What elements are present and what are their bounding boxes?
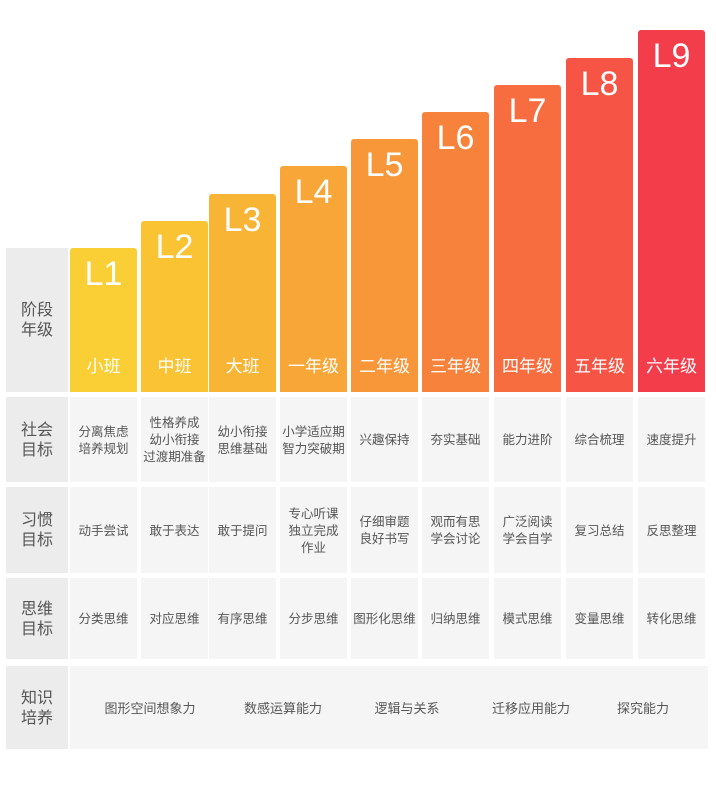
habit-goal-cell: 专心听课 独立完成 作业	[280, 487, 347, 573]
habit-goal-cell: 复习总结	[566, 487, 633, 573]
habit-goal-cell: 敢于表达	[141, 487, 208, 573]
knowledge-item: 逻辑与关系	[374, 702, 440, 717]
row-header-habit-goal: 习惯 目标	[6, 487, 68, 573]
habit-goal-cell: 广泛阅读 学会自学	[494, 487, 561, 573]
thinking-goal-cell: 转化思维	[638, 578, 705, 659]
level-bar-l9: L9 六年级	[638, 30, 705, 392]
thinking-goal-cell: 变量思维	[566, 578, 633, 659]
knowledge-row-background	[70, 666, 708, 749]
habit-goal-cell: 仔细审题 良好书写	[351, 487, 418, 573]
knowledge-item: 数感运算能力	[243, 702, 323, 717]
grade-label: 六年级	[646, 357, 697, 377]
habit-goal-cell: 反思整理	[638, 487, 705, 573]
knowledge-item: 图形空间想象力	[104, 702, 196, 717]
level-label: L7	[508, 92, 547, 130]
level-label: L1	[84, 255, 123, 293]
level-bar-l6: L6 三年级	[422, 112, 489, 392]
social-goal-cell: 综合梳理	[566, 397, 633, 482]
thinking-goal-cell: 图形化思维	[351, 578, 418, 659]
level-bar-l1: L1 小班	[70, 248, 137, 392]
level-bar-l4: L4 一年级	[280, 166, 347, 392]
row-header-knowledge: 知识 培养	[6, 666, 68, 749]
grade-label: 大班	[225, 357, 260, 377]
knowledge-item: 迁移应用能力	[491, 702, 571, 717]
level-bar-l8: L8 五年级	[566, 58, 633, 392]
level-bar-l2: L2 中班	[141, 221, 208, 392]
level-label: L4	[294, 173, 333, 211]
row-header-stage-grade: 阶段 年级	[6, 248, 68, 392]
level-label: L8	[580, 65, 619, 103]
level-label: L5	[365, 146, 404, 184]
thinking-goal-cell: 有序思维	[209, 578, 276, 659]
habit-goal-cell: 动手尝试	[70, 487, 137, 573]
habit-goal-cell: 敢于提问	[209, 487, 276, 573]
grade-label: 五年级	[574, 357, 625, 377]
grade-label: 中班	[157, 357, 192, 377]
level-bar-l7: L7 四年级	[494, 85, 561, 392]
thinking-goal-cell: 分步思维	[280, 578, 347, 659]
thinking-goal-cell: 归纳思维	[422, 578, 489, 659]
knowledge-item: 探究能力	[616, 702, 670, 717]
level-label: L2	[155, 228, 194, 266]
level-label: L3	[223, 201, 262, 239]
thinking-goal-cell: 对应思维	[141, 578, 208, 659]
social-goal-cell: 兴趣保持	[351, 397, 418, 482]
row-header-thinking-goal: 思维 目标	[6, 578, 68, 659]
social-goal-cell: 速度提升	[638, 397, 705, 482]
level-label: L6	[436, 119, 475, 157]
thinking-goal-cell: 分类思维	[70, 578, 137, 659]
grade-label: 四年级	[502, 357, 553, 377]
grade-label: 小班	[86, 357, 121, 377]
thinking-goal-cell: 模式思维	[494, 578, 561, 659]
social-goal-cell: 幼小衔接 思维基础	[209, 397, 276, 482]
row-header-social-goal: 社会 目标	[6, 397, 68, 482]
social-goal-cell: 夯实基础	[422, 397, 489, 482]
grade-label: 二年级	[359, 357, 410, 377]
grade-label: 一年级	[288, 357, 339, 377]
social-goal-cell: 能力进阶	[494, 397, 561, 482]
grade-label: 三年级	[430, 357, 481, 377]
social-goal-cell: 性格养成 幼小衔接 过渡期准备	[141, 397, 208, 482]
social-goal-cell: 小学适应期 智力突破期	[280, 397, 347, 482]
social-goal-cell: 分离焦虑 培养规划	[70, 397, 137, 482]
level-label: L9	[652, 37, 691, 75]
habit-goal-cell: 观而有思 学会讨论	[422, 487, 489, 573]
level-bar-l5: L5 二年级	[351, 139, 418, 392]
level-bar-l3: L3 大班	[209, 194, 276, 392]
